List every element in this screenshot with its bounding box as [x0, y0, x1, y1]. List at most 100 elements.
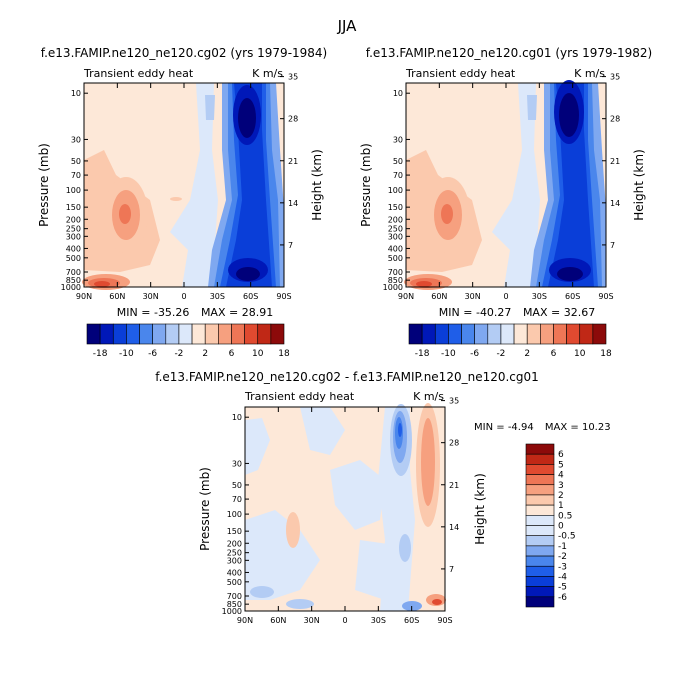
- panel-2-xtick-label: 30S: [532, 292, 547, 301]
- panel-1-ytick-right-label: 14: [288, 199, 298, 208]
- panel-3-colorbar-swatch: [525, 596, 555, 608]
- panel-3-colorbar-label: 5: [558, 460, 564, 470]
- panel-1-ytick-label: 10: [71, 89, 81, 98]
- panel-2-colorbar-label: -6: [470, 349, 479, 359]
- panel-3-colorbar-label: 2: [558, 491, 564, 501]
- panel-1-xtick-label: 60S: [243, 292, 258, 301]
- panel-2-colorbar-swatch: [513, 323, 528, 345]
- panel-2-plot: [404, 80, 606, 290]
- panel-3: f.e13.FAMIP.ne120_ne120.cg02 - f.e13.FAM…: [155, 370, 610, 625]
- panel-1-xtick-label: 30N: [143, 292, 159, 301]
- panel-2-colorbar-swatch: [421, 323, 436, 345]
- panel-3-colorbar-swatch: [525, 515, 555, 526]
- panel-1-colorbar-swatch: [112, 323, 127, 345]
- panel-1-ytick-label: 30: [71, 135, 81, 144]
- panel-1-subtitle-left: Transient eddy heat: [83, 67, 194, 80]
- panel-1-max-value: 28.91: [242, 306, 274, 319]
- panel-3-colorbar-swatch: [525, 586, 555, 598]
- panel-2-ytick-label: 300: [388, 232, 403, 241]
- panel-1-xtick-label: 60N: [109, 292, 125, 301]
- panel-2-xtick-label: 30N: [465, 292, 481, 301]
- panel-2-max-value: 32.67: [564, 306, 596, 319]
- panel-3-subtitle-left: Transient eddy heat: [244, 390, 355, 403]
- panel-1-colorbar-swatch: [218, 323, 232, 345]
- panel-3-ytick-right-label: 35: [449, 397, 459, 406]
- panel-2-ytick-right-label: 28: [610, 115, 620, 124]
- panel-2-colorbar-swatch: [579, 323, 594, 345]
- panel-3-colorbar-label: 4: [558, 471, 564, 481]
- panel-2-ytick-label: 850: [388, 276, 403, 285]
- panel-3-ytick-right-label: 7: [449, 565, 454, 574]
- panel-3-max-label: MAX =: [545, 422, 579, 433]
- panel-1-colorbar-swatch: [257, 323, 272, 345]
- panel-2-max-label: MAX =: [523, 306, 560, 319]
- panel-3-subtitle-right: K m/s: [413, 390, 444, 403]
- panel-1-ytick-right-label: 7: [288, 241, 293, 250]
- panel-2-xtick-label: 90N: [398, 292, 414, 301]
- panel-1-xtick-label: 30S: [210, 292, 225, 301]
- panel-1-ytick-label: 100: [66, 186, 81, 195]
- panel-1-colorbar-swatch: [244, 323, 259, 345]
- panel-2-colorbar-swatch: [474, 323, 489, 345]
- panel-3-ytick-right-label: 28: [449, 439, 459, 448]
- panel-1-min-value: -35.26: [154, 306, 189, 319]
- panel-3-colorbar-swatch: [525, 474, 555, 486]
- panel-2-ytick-label: 50: [393, 157, 403, 166]
- panel-1-ytick-label: 50: [71, 157, 81, 166]
- panel-3-colorbar-label: 6: [558, 450, 564, 460]
- panel-3-ytick-label: 70: [232, 495, 242, 504]
- panel-1-ytick-label: 150: [66, 203, 81, 212]
- panel-1-subtitle-right: K m/s: [252, 67, 283, 80]
- panel-3-max-value: 10.23: [582, 422, 611, 433]
- panel-3-colorbar-swatch: [525, 504, 555, 516]
- panel-1-ytick-right-label: 21: [288, 157, 298, 166]
- panel-2-ytick-right-label: 35: [610, 73, 620, 82]
- panel-2-ytick-label: 150: [388, 203, 403, 212]
- panel-3-ytick-label: 150: [227, 527, 242, 536]
- panel-1-ytick-right-label: 35: [288, 73, 298, 82]
- panel-3-ytick-label: 850: [227, 600, 242, 609]
- panel-2-ytick-right-label: 7: [610, 241, 615, 250]
- panel-3-colorbar-swatch: [525, 494, 555, 506]
- panel-1-colorbar-label: 10: [252, 349, 264, 359]
- panel-3-ytick-label: 250: [227, 549, 242, 558]
- panel-1-colorbar-swatch: [99, 323, 114, 345]
- panel-2-colorbar-label: -10: [441, 349, 456, 359]
- panel-2-ytick-label: 100: [388, 186, 403, 195]
- panel-2-ytick-label: 700: [388, 268, 403, 277]
- panel-3-min-label: MIN =: [474, 422, 505, 433]
- panel-1-ytick-label: 300: [66, 232, 81, 241]
- panel-2-ytick-label: 1000: [383, 283, 403, 292]
- panel-3-colorbar-swatch: [525, 484, 555, 496]
- panel-1-colorbar-label: -6: [148, 349, 157, 359]
- panel-2-colorbar-label: -2: [496, 349, 505, 359]
- panel-3-xtick-label: 90S: [437, 616, 452, 625]
- panel-1-ylabel-right: Height (km): [310, 149, 324, 220]
- panel-1-colorbar-label: 6: [229, 349, 235, 359]
- panel-2-stats: MIN = -40.27 MAX = 32.67: [439, 306, 595, 319]
- panel-3-colorbar-swatch: [525, 545, 555, 557]
- panel-3-colorbar-label: -3: [558, 562, 567, 572]
- panel-3-colorbar-swatch: [525, 443, 555, 455]
- panel-3-ytick-label: 200: [227, 539, 242, 548]
- panel-1-ytick-label: 70: [71, 171, 81, 180]
- panel-3-colorbar-swatch: [525, 525, 555, 536]
- panel-3-xtick-label: 30N: [304, 616, 320, 625]
- panel-3-ytick-label: 300: [227, 556, 242, 565]
- panel-1-colorbar-label: -10: [119, 349, 134, 359]
- panel-2-colorbar-swatch: [461, 323, 475, 345]
- panel-2-colorbar-swatch: [540, 323, 554, 345]
- panel-3-colorbar-swatch: [525, 464, 555, 475]
- panel-2-ytick-label: 400: [388, 244, 403, 253]
- panel-3-ytick-label: 500: [227, 578, 242, 587]
- panel-3-ytick-label: 1000: [222, 607, 242, 616]
- panel-3-ytick-label: 400: [227, 568, 242, 577]
- panel-2-min-label: MIN =: [439, 306, 473, 319]
- panel-3-colorbar-label: -0.5: [558, 532, 576, 542]
- panel-2-colorbar-swatch: [487, 323, 502, 345]
- panel-3-colorbar-label: -1: [558, 542, 567, 552]
- panel-2-colorbar-label: -18: [415, 349, 430, 359]
- panel-1-colorbar-swatch: [178, 323, 193, 345]
- panel-3-xtick-label: 60S: [404, 616, 419, 625]
